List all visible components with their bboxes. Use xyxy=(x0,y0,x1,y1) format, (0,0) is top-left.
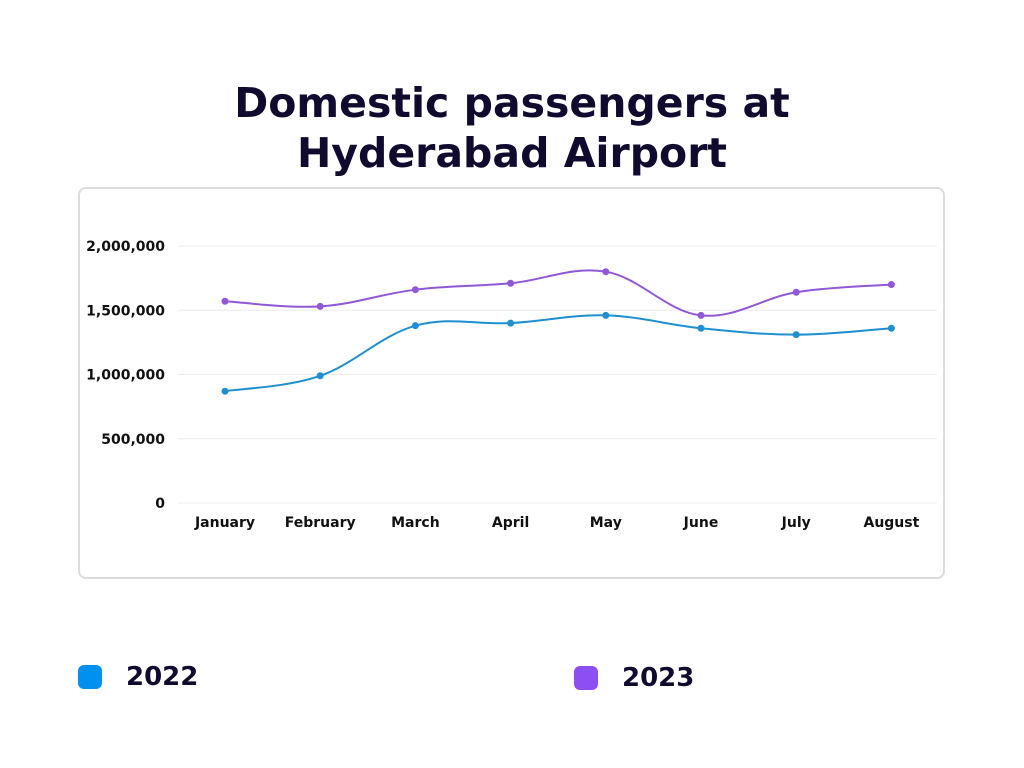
data-point-2023 xyxy=(507,279,515,287)
data-point-2022 xyxy=(697,324,705,332)
series-line-2023 xyxy=(224,269,892,317)
x-tick-label: June xyxy=(683,515,719,531)
x-tick-label: March xyxy=(391,515,440,531)
data-point-2023 xyxy=(316,302,324,310)
data-point-2022 xyxy=(316,372,324,380)
data-point-2022 xyxy=(507,319,515,327)
y-tick-label: 0 xyxy=(155,496,165,512)
x-tick-label: January xyxy=(194,515,255,531)
chart-title-line-1: Domestic passengers at xyxy=(234,79,790,127)
x-tick-label: July xyxy=(781,515,811,531)
y-tick-label: 500,000 xyxy=(101,432,165,448)
x-tick-label: April xyxy=(492,515,529,531)
data-point-2022 xyxy=(411,322,419,330)
series-points xyxy=(221,268,895,395)
chart-title-line-2: Hyderabad Airport xyxy=(296,129,728,177)
legend-item-2022: 2022 xyxy=(78,662,198,692)
data-point-2022 xyxy=(221,387,229,395)
y-tick-label: 1,500,000 xyxy=(86,303,165,319)
legend-swatch-2022 xyxy=(78,665,102,689)
chart-card xyxy=(78,187,945,579)
data-point-2022 xyxy=(792,331,800,339)
data-point-2022 xyxy=(602,311,610,319)
legend-swatch-2023 xyxy=(574,666,598,690)
data-point-2023 xyxy=(602,268,610,276)
data-point-2023 xyxy=(697,311,705,319)
data-point-2023 xyxy=(221,297,229,305)
x-tick-label: February xyxy=(285,515,356,531)
data-point-2023 xyxy=(887,281,895,289)
y-axis-ticks: 0 500,000 1,000,000 1,500,000 2,000,000 xyxy=(86,239,165,512)
x-tick-label: May xyxy=(590,515,622,531)
legend-label-2022: 2022 xyxy=(126,662,199,692)
data-point-2023 xyxy=(411,286,419,294)
data-point-2022 xyxy=(887,324,895,332)
data-point-2023 xyxy=(792,288,800,296)
y-tick-label: 1,000,000 xyxy=(86,368,165,384)
y-tick-label: 2,000,000 xyxy=(86,239,165,255)
chart-title: Domestic passengers at Hyderabad Airport xyxy=(0,78,1024,178)
series-line-2022 xyxy=(224,314,892,393)
series-lines xyxy=(224,269,892,393)
legend-item-2023: 2023 xyxy=(574,663,694,693)
x-axis-ticks: January February March April May June July Augu… xyxy=(194,515,920,531)
x-tick-label: August xyxy=(863,515,919,531)
legend-label-2023: 2023 xyxy=(622,663,695,693)
grid-lines xyxy=(178,245,937,504)
